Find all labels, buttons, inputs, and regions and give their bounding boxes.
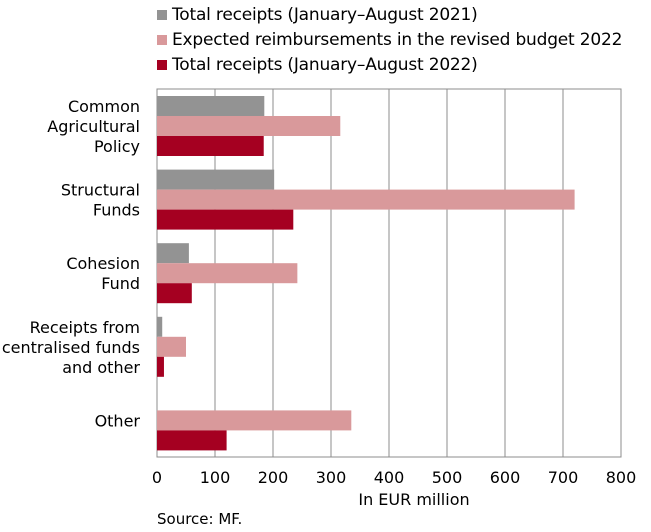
x-tick-label-400: 400 xyxy=(374,468,405,487)
source-note: Source: MF. xyxy=(157,510,243,528)
x-axis-label: In EUR million xyxy=(358,490,469,509)
legend-swatch-2021 xyxy=(157,9,167,20)
bar-2-series-1 xyxy=(157,169,275,190)
bar-4-series-2 xyxy=(157,336,186,357)
y-category-label-1: Common Agricultural Policy xyxy=(47,97,140,156)
x-tick-label-700: 700 xyxy=(548,468,579,487)
x-tick-label-300: 300 xyxy=(316,468,347,487)
legend-label-2022: Total receipts (January–August 2022) xyxy=(172,54,478,75)
bar-3-series-2 xyxy=(157,263,298,284)
bar-1-series-3 xyxy=(157,136,264,156)
y-category-label-4: Receipts from centralised funds and other xyxy=(2,318,141,377)
y-category-label-5: Other xyxy=(95,411,141,430)
legend-label-budget-2022: Expected reimbursements in the revised b… xyxy=(172,29,623,50)
bar-3-series-1 xyxy=(157,243,189,264)
x-tick-label-800: 800 xyxy=(606,468,637,487)
legend-item-budget-2022: Expected reimbursements in the revised b… xyxy=(157,27,622,52)
legend-item-2021: Total receipts (January–August 2021) xyxy=(157,2,622,27)
bar-2-series-2 xyxy=(157,189,575,210)
bar-1-series-2 xyxy=(157,116,341,136)
x-tick-label-0: 0 xyxy=(152,468,162,487)
bar-3-series-3 xyxy=(157,283,192,304)
x-tick-label-500: 500 xyxy=(432,468,463,487)
x-tick-label-100: 100 xyxy=(200,468,231,487)
y-category-label-3: Cohesion Fund xyxy=(66,254,140,293)
bar-1-series-1 xyxy=(157,96,265,116)
y-category-label-2: Structural Funds xyxy=(61,181,140,220)
chart-legend: Total receipts (January–August 2021) Exp… xyxy=(157,2,622,77)
bar-4-series-3 xyxy=(157,356,164,377)
x-tick-label-200: 200 xyxy=(258,468,289,487)
bar-5-series-3 xyxy=(157,430,227,451)
bar-2-series-3 xyxy=(157,209,294,230)
legend-swatch-budget-2022 xyxy=(157,34,167,45)
x-tick-label-600: 600 xyxy=(490,468,521,487)
bar-4-series-1 xyxy=(157,316,163,337)
bar-5-series-2 xyxy=(157,410,352,431)
legend-swatch-2022 xyxy=(157,59,167,70)
legend-item-2022: Total receipts (January–August 2022) xyxy=(157,52,622,77)
legend-label-2021: Total receipts (January–August 2021) xyxy=(172,4,478,25)
